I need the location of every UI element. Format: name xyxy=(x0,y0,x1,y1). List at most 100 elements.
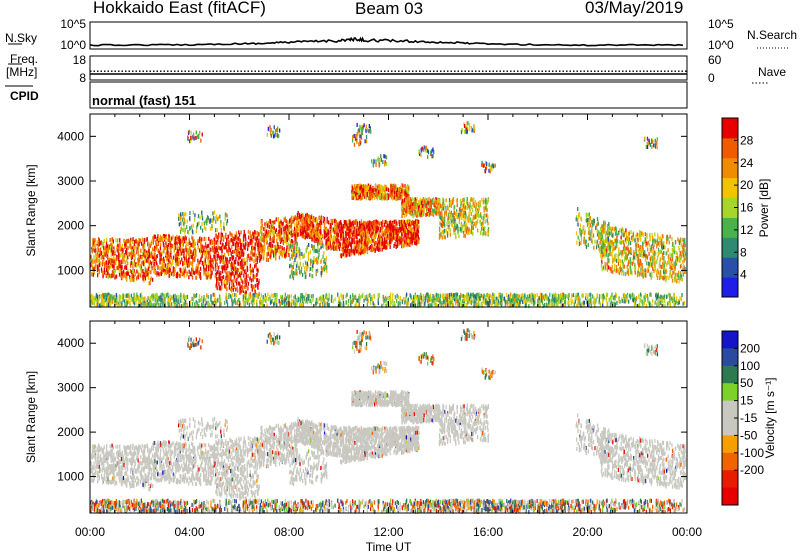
power-echo-cell xyxy=(419,200,421,205)
power-echo-cell xyxy=(182,267,185,272)
power-echo-cell xyxy=(154,234,156,239)
power-echo-cell xyxy=(264,234,266,239)
power-echo-cell xyxy=(110,252,112,257)
freq-unit-label: [MHz] xyxy=(6,65,38,79)
power-echo-cell xyxy=(354,246,356,251)
noise-panel-frame xyxy=(89,21,688,50)
power-echo-cell xyxy=(134,246,136,250)
power-echo-cell xyxy=(238,232,241,237)
power-echo-cell xyxy=(109,245,112,250)
power-echo-cell xyxy=(344,252,346,257)
power-echo-cell xyxy=(146,252,148,257)
power-echo-cell xyxy=(249,266,251,271)
power-echo-cell xyxy=(206,248,208,253)
power-echo-cell xyxy=(644,253,646,258)
power-echo-cell xyxy=(467,218,469,223)
power-echo-cell xyxy=(212,262,214,267)
power-echo-cell xyxy=(394,236,396,241)
power-echo-cell xyxy=(263,251,265,256)
power-echo-cell xyxy=(342,239,344,244)
power-echo-cell xyxy=(278,234,280,239)
power-echo-cell xyxy=(124,273,127,278)
power-echo-cell xyxy=(684,243,686,248)
power-echo-cell xyxy=(336,238,338,243)
power-echo-cell xyxy=(407,230,409,235)
power-echo-cell xyxy=(219,265,221,269)
power-echo-cell xyxy=(155,257,157,262)
power-echo-cell xyxy=(128,251,130,256)
power-echo-cell xyxy=(200,255,203,260)
power-echo-cell xyxy=(271,247,273,252)
power-echo-cell xyxy=(178,258,181,263)
power-echo-cell xyxy=(647,247,649,252)
power-echo-cell xyxy=(163,264,165,269)
power-echo-cell xyxy=(148,251,151,256)
power-echo-cell xyxy=(300,218,303,223)
power-echo-cell xyxy=(181,238,183,243)
power-echo-cell xyxy=(144,259,146,263)
power-echo-cell xyxy=(184,256,186,261)
power-echo-cell xyxy=(448,198,451,202)
power-echo-cell xyxy=(441,215,444,220)
power-echo-cell xyxy=(487,215,489,219)
power-echo-cell xyxy=(444,228,446,233)
power-echo-cell xyxy=(203,264,205,269)
power-echo-cell xyxy=(414,232,417,237)
power-echo-cell xyxy=(412,222,414,227)
power-echo-cell xyxy=(483,231,485,236)
power-echo-cell xyxy=(106,237,108,242)
power-echo-cell xyxy=(414,236,416,241)
power-echo-cell xyxy=(387,223,389,228)
power-echo-cell xyxy=(315,218,318,222)
power-echo-cell xyxy=(617,257,620,262)
power-echo-cell xyxy=(370,239,372,244)
power-echo-cell xyxy=(222,255,225,260)
power-echo-cell xyxy=(338,221,340,226)
power-echo-cell xyxy=(212,240,214,244)
power-echo-cell xyxy=(179,260,182,265)
power-echo-cell xyxy=(313,238,315,243)
power-echo-cell xyxy=(480,222,482,227)
power-echo-cell xyxy=(482,200,484,205)
power-echo-cell xyxy=(253,246,255,251)
power-echo-cell xyxy=(374,248,376,253)
power-echo-cell xyxy=(365,190,367,195)
power-echo-cell xyxy=(649,257,652,262)
power-echo-cell xyxy=(180,268,182,273)
power-echo-cell xyxy=(179,273,181,278)
power-echo-cell xyxy=(399,220,402,224)
power-echo-cell xyxy=(93,267,95,272)
power-echo-cell xyxy=(684,240,686,245)
power-echo-cell xyxy=(176,257,179,262)
power-echo-cell xyxy=(443,221,445,226)
power-echo-cell xyxy=(390,221,392,225)
power-echo-cell xyxy=(355,246,357,251)
power-echo-cell xyxy=(682,242,684,247)
power-echo-cell xyxy=(97,243,99,248)
power-echo-cell xyxy=(382,237,384,242)
power-echo-cell xyxy=(222,243,224,247)
power-echo-cell xyxy=(407,184,409,189)
power-echo-cell xyxy=(219,240,221,245)
power-echo-cell xyxy=(120,264,122,269)
power-echo-cell xyxy=(443,218,446,223)
power-echo-cell xyxy=(261,224,263,229)
power-echo-cell xyxy=(471,205,473,210)
power-echo-cell xyxy=(176,274,178,279)
power-echo-cell xyxy=(674,240,676,245)
power-echo-cell xyxy=(130,245,132,250)
power-echo-cell xyxy=(427,207,430,212)
power-echo-cell xyxy=(257,247,259,252)
power-echo-cell xyxy=(164,245,167,250)
power-echo-cell xyxy=(107,246,109,251)
power-echo-cell xyxy=(223,266,225,271)
power-echo-cell xyxy=(644,268,646,273)
power-echo-cell xyxy=(339,241,341,246)
power-echo-cell xyxy=(482,220,484,225)
power-echo-cell xyxy=(157,266,159,271)
power-echo-cell xyxy=(351,186,353,191)
power-echo-cell xyxy=(328,230,330,235)
power-echo-cell xyxy=(641,267,643,271)
power-echo-cell xyxy=(638,250,641,255)
noise-ytick-left-bottom: 10^0 xyxy=(60,38,86,52)
